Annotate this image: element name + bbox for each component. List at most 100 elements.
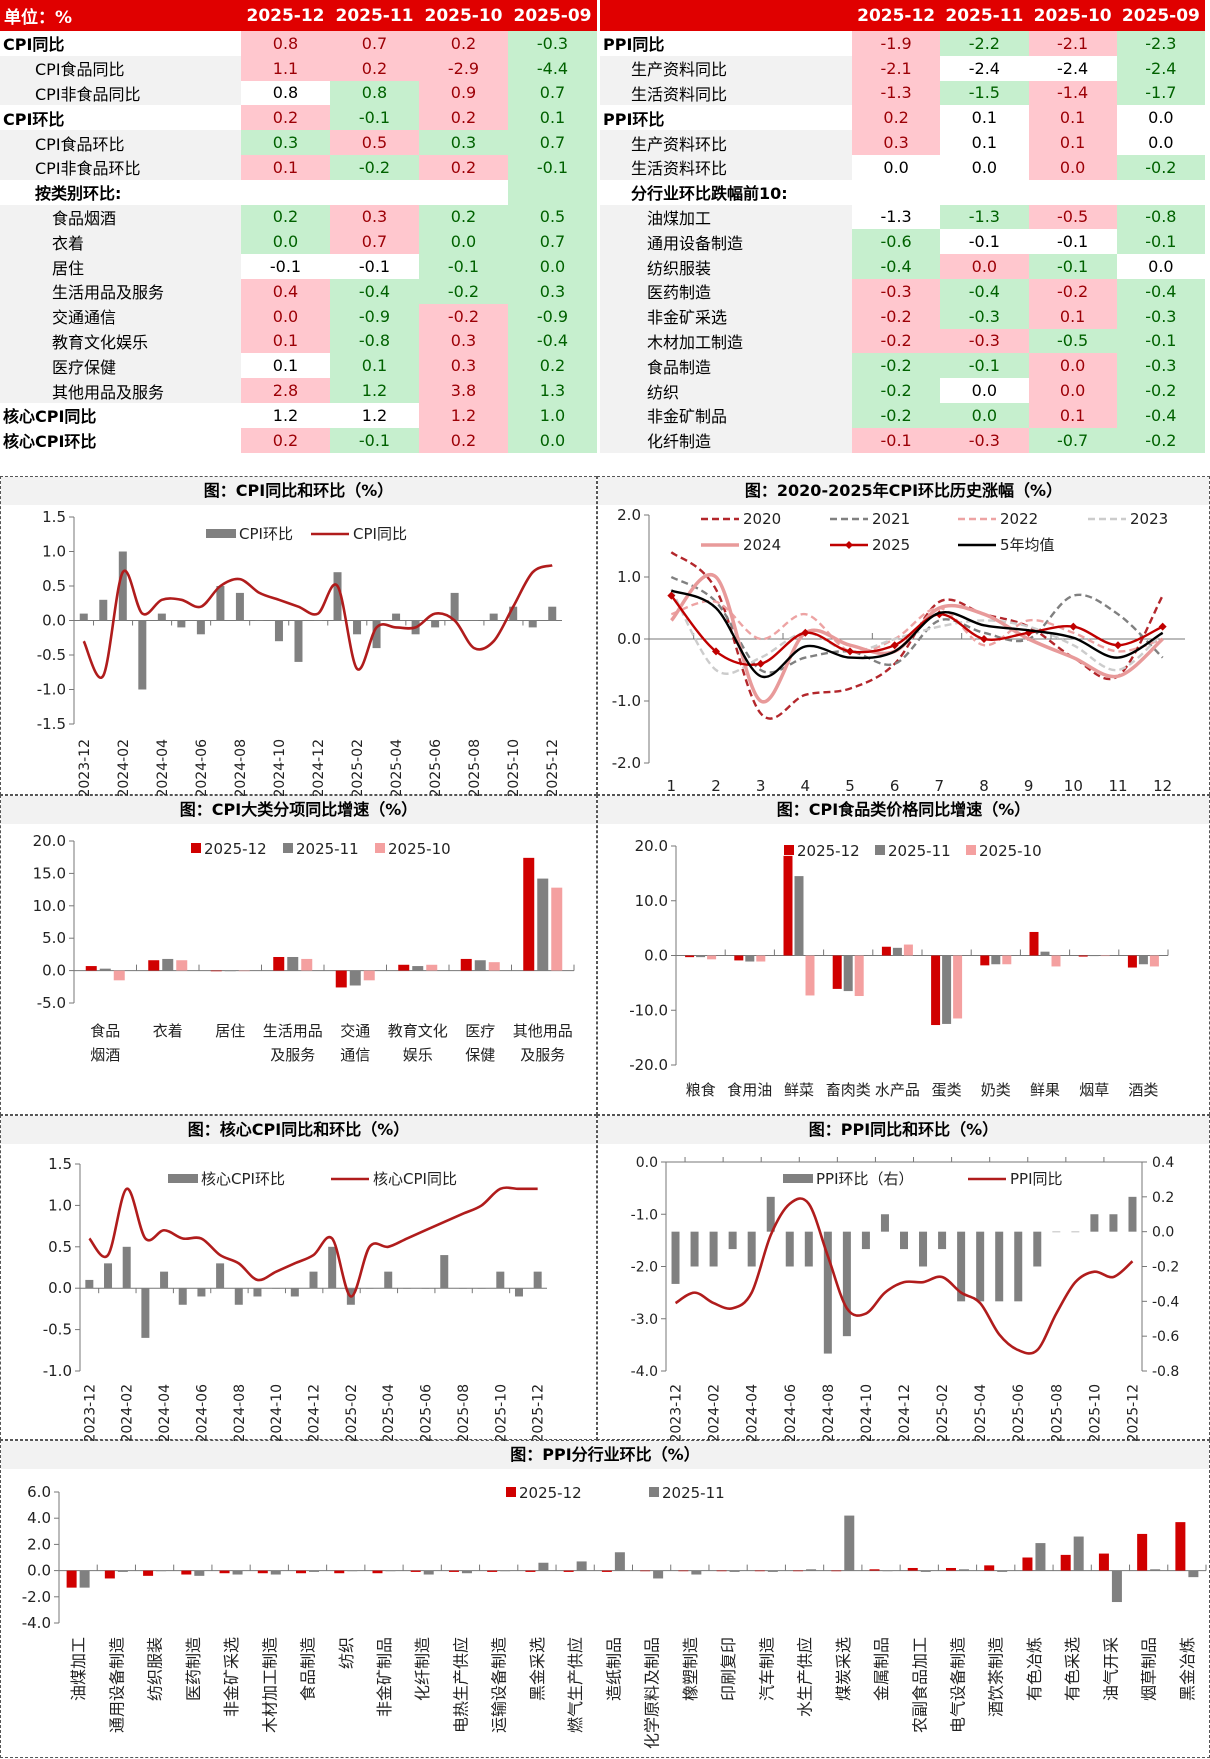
category-label: 黑金采选 <box>528 1637 547 1701</box>
series-line <box>84 565 552 677</box>
bar <box>490 614 498 621</box>
value-cell: -0.4 <box>1117 279 1205 304</box>
legend-swatch <box>191 843 201 853</box>
bar <box>440 1255 448 1288</box>
bar <box>225 971 236 972</box>
bar <box>143 1571 153 1576</box>
value-cell: 2.8 <box>241 378 330 403</box>
category-label: 油气开采 <box>1101 1637 1120 1701</box>
bar <box>138 621 146 690</box>
bar <box>255 621 263 622</box>
y-tick-label: -5.0 <box>37 994 66 1012</box>
bar <box>412 966 423 971</box>
value-cell: 0.1 <box>1029 105 1117 130</box>
value-cell <box>419 180 508 205</box>
value-cell: 0.0 <box>508 428 597 453</box>
value-cell: 1.2 <box>241 403 330 428</box>
bar <box>162 959 173 971</box>
y-tick-label: 0.0 <box>42 612 66 630</box>
y-tick-label: 2.0 <box>617 506 641 524</box>
row-label: 医疗保健 <box>0 353 241 378</box>
y-tick-label: 10.0 <box>635 892 668 910</box>
value-cell: 0.7 <box>330 31 419 56</box>
y-tick-label: -0.4 <box>1152 1294 1179 1310</box>
bar <box>489 962 500 970</box>
value-cell: 0.9 <box>419 81 508 106</box>
value-cell: 0.8 <box>330 81 419 106</box>
bar <box>691 1571 701 1575</box>
bar <box>347 1571 357 1572</box>
bar <box>921 1571 931 1572</box>
bar <box>478 1288 486 1289</box>
bar <box>795 876 804 955</box>
x-tick-label: 2024-06 <box>194 739 210 796</box>
y-tick-label: -0.2 <box>1152 1260 1179 1276</box>
value-cell: -0.1 <box>1117 329 1205 354</box>
bar <box>534 1272 542 1289</box>
bar <box>235 1288 243 1305</box>
legend-label: 2025-10 <box>388 840 451 858</box>
table-row: 木材加工制造-0.2-0.3-0.5-0.1 <box>600 329 1205 354</box>
y-tick-label: 1.5 <box>42 508 66 526</box>
category-label: 酒类 <box>1128 1081 1158 1099</box>
value-cell: 1.2 <box>419 403 508 428</box>
bar <box>118 1571 128 1572</box>
bar <box>197 1288 205 1296</box>
row-label: 核心CPI同比 <box>0 403 241 428</box>
category-label: 水生产供应 <box>796 1637 815 1717</box>
bar <box>938 1232 946 1249</box>
bar <box>426 965 437 971</box>
value-cell: 0.7 <box>508 229 597 254</box>
value-cell: 0.0 <box>241 229 330 254</box>
bar <box>353 621 361 635</box>
bar <box>640 1571 650 1572</box>
legend-marker <box>845 541 853 549</box>
value-cell: -0.8 <box>1117 205 1205 230</box>
bar <box>1137 1534 1147 1571</box>
legend-label: 2025-11 <box>296 840 359 858</box>
chart-title: 图：CPI食品类价格同比增速（%） <box>598 796 1209 824</box>
row-label: 生活资料环比 <box>600 155 852 180</box>
value-cell: 0.0 <box>1117 130 1205 155</box>
chart-title: 图：2020-2025年CPI环比历史涨幅（%） <box>598 477 1209 505</box>
category-label: 非金矿采选 <box>222 1637 241 1717</box>
category-label: 奶类 <box>981 1081 1011 1099</box>
bar <box>328 1247 336 1288</box>
category-label: 3 <box>756 777 766 795</box>
value-cell: -0.3 <box>1117 304 1205 329</box>
x-tick-label: 2024-12 <box>307 1384 323 1441</box>
x-tick-label: 2024-08 <box>233 739 249 796</box>
bar <box>1109 1214 1117 1231</box>
value-cell: 0.0 <box>940 403 1028 428</box>
category-label: 木材加工制造 <box>260 1637 279 1733</box>
value-cell: -0.2 <box>852 403 940 428</box>
value-cell: -0.9 <box>330 304 419 329</box>
bar <box>855 956 864 997</box>
data-point <box>846 647 854 655</box>
y-tick-label: 20.0 <box>33 832 66 850</box>
bar <box>1030 932 1039 956</box>
y-tick-label: -1.0 <box>612 692 641 710</box>
category-label: 通用设备制造 <box>107 1637 126 1733</box>
value-cell: 0.2 <box>419 205 508 230</box>
category-label: 畜肉类 <box>826 1081 871 1099</box>
bar <box>793 1571 803 1572</box>
row-label: 生活资料同比 <box>600 81 852 106</box>
row-label: 教育文化娱乐 <box>0 329 241 354</box>
y-tick-label: -1.5 <box>37 715 66 733</box>
table-row: 按类别环比: <box>0 180 597 205</box>
value-cell: -4.4 <box>508 56 597 81</box>
bar <box>843 1232 851 1337</box>
category-label: 其他用品 <box>513 1022 573 1040</box>
bar <box>470 621 478 622</box>
legend-swatch <box>283 843 293 853</box>
bar <box>984 1565 994 1570</box>
